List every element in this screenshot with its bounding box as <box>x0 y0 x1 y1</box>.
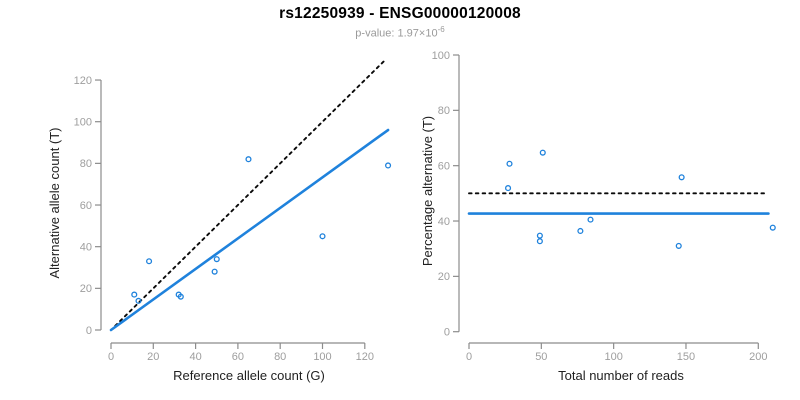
y-tick-label: 40 <box>438 216 450 228</box>
x-tick-label: 0 <box>466 351 472 363</box>
y-tick-label: 80 <box>438 105 450 117</box>
y-tick-label: 80 <box>80 158 92 170</box>
right-yaxis-label: Percentage alternative (T) <box>420 116 435 266</box>
data-point <box>678 174 685 181</box>
left-panel: 0 20 40 60 80 100 120 0 20 40 60 80 100 120 Reference… <box>47 58 392 383</box>
fit-line <box>109 128 390 332</box>
x-tick-label: 40 <box>189 351 201 363</box>
x-tick-label: 200 <box>749 351 767 363</box>
y-tick-label: 120 <box>74 75 92 87</box>
data-point <box>146 258 153 265</box>
data-point <box>211 268 218 275</box>
x-tick-label: 20 <box>147 351 159 363</box>
y-tick-label: 60 <box>438 160 450 172</box>
x-tick-label: 60 <box>232 351 244 363</box>
left-panel-marks <box>109 58 392 332</box>
x-tick-label: 100 <box>604 351 622 363</box>
right-panel-axes: 0 50 100 150 200 0 20 40 60 80 100 <box>432 50 768 363</box>
left-panel-axes: 0 20 40 60 80 100 120 0 20 40 60 80 100 120 <box>74 75 374 363</box>
data-point <box>319 233 326 240</box>
data-point <box>177 293 184 300</box>
x-tick-label: 80 <box>274 351 286 363</box>
y-tick-label: 40 <box>80 241 92 253</box>
right-panel: 0 50 100 150 200 0 20 40 60 80 100 Total number of… <box>420 50 776 383</box>
y-tick-label: 0 <box>444 327 450 339</box>
x-tick-label: 100 <box>313 351 331 363</box>
data-point <box>769 224 776 231</box>
right-xaxis-label: Total number of reads <box>558 368 684 383</box>
data-point <box>505 185 512 192</box>
y-tick-label: 0 <box>86 325 92 337</box>
data-point <box>539 149 546 156</box>
data-point <box>213 256 220 263</box>
data-point <box>245 156 252 163</box>
x-tick-label: 120 <box>356 351 374 363</box>
x-tick-label: 150 <box>677 351 695 363</box>
x-tick-label: 0 <box>108 351 114 363</box>
data-point <box>587 216 594 223</box>
left-xaxis-label: Reference allele count (G) <box>173 368 325 383</box>
identity-line <box>114 58 387 327</box>
y-tick-label: 100 <box>432 50 450 62</box>
data-point <box>577 227 584 235</box>
right-panel-marks <box>467 149 776 249</box>
chart-subtitle: p-value: 1.97×10-6 <box>0 25 800 40</box>
y-tick-label: 20 <box>438 271 450 283</box>
p-value-exponent: -6 <box>437 25 445 34</box>
data-point <box>385 162 392 169</box>
chart-title: rs12250939 - ENSG00000120008 <box>279 5 521 22</box>
data-point <box>675 242 682 249</box>
y-tick-label: 20 <box>80 283 92 295</box>
data-point <box>131 291 138 298</box>
x-tick-label: 50 <box>535 351 547 363</box>
data-point <box>536 232 543 239</box>
p-value-label: p-value: 1.97×10 <box>355 27 438 40</box>
data-point <box>536 238 543 245</box>
y-tick-label: 60 <box>80 200 92 212</box>
left-yaxis-label: Alternative allele count (T) <box>47 127 62 278</box>
data-point <box>506 160 513 167</box>
y-tick-label: 100 <box>74 117 92 129</box>
data-point <box>135 297 142 304</box>
